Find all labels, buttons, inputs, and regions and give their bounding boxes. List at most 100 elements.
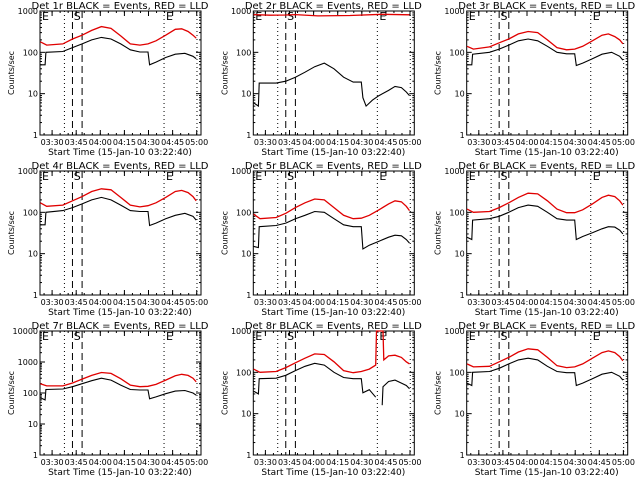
eclipse-marker-end: E [166, 170, 173, 183]
plot-frame [39, 330, 202, 456]
y-axis-title: Counts/sec [434, 211, 443, 255]
x-axis-title: Start Time (15-Jan-10 03:22:40) [261, 308, 405, 318]
plot-frame [466, 330, 629, 456]
x-tick-label: 03:30 [41, 138, 64, 147]
y-tick-label: 100 [236, 208, 251, 217]
lld-series-line [466, 192, 624, 214]
eclipse-marker-end: E [593, 330, 600, 343]
x-tick-label: 03:45 [65, 298, 88, 307]
saa-marker: S [500, 10, 507, 23]
x-tick-label: 05:00 [612, 458, 635, 467]
panel-title: Det 7r BLACK = Events, RED = LLD [32, 321, 209, 332]
saa-marker: S [500, 330, 507, 343]
x-tick-label: 04:30 [350, 138, 373, 147]
lld-series-line [253, 198, 411, 220]
eclipse-marker-end: E [166, 330, 173, 343]
panel-det-4: Det 4r BLACK = Events, RED = LLD 1 10 100 10… [7, 161, 209, 318]
x-tick-label: 04:15 [326, 458, 349, 467]
x-tick-label: 03:30 [41, 298, 64, 307]
x-tick-label: 04:15 [113, 298, 136, 307]
eclipse-marker-start: E [255, 170, 262, 183]
eclipse-marker-end: E [379, 10, 386, 23]
saa-marker: S [287, 10, 294, 23]
x-tick-label: 03:45 [491, 298, 514, 307]
y-axis-title: Counts/sec [220, 51, 229, 95]
x-tick-label: 04:30 [564, 298, 587, 307]
y-tick-label: 1 [33, 291, 38, 300]
events-series-line [466, 204, 624, 241]
eclipse-marker-start: E [42, 170, 49, 183]
lld-series-line [466, 348, 624, 369]
x-tick-label: 04:15 [113, 458, 136, 467]
y-axis-title: Counts/sec [7, 211, 16, 255]
y-tick-label: 10 [28, 90, 38, 99]
y-tick-label: 1000 [444, 7, 464, 16]
saa-marker: S [74, 170, 81, 183]
events-series-line [40, 377, 197, 401]
y-axis-title: Counts/sec [7, 51, 16, 95]
eclipse-marker-start: E [42, 10, 49, 23]
x-tick-label: 04:15 [113, 138, 136, 147]
saa-marker: S [287, 170, 294, 183]
x-tick-label: 05:00 [185, 138, 208, 147]
panel-title: Det 6r BLACK = Events, RED = LLD [458, 161, 635, 172]
y-tick-label: 1000 [18, 167, 38, 176]
plot-frame [466, 170, 629, 296]
x-tick-label: 03:30 [467, 138, 490, 147]
x-axis-title: Start Time (15-Jan-10 03:22:40) [261, 148, 405, 158]
x-tick-label: 05:00 [398, 298, 421, 307]
events-series-line [40, 196, 197, 227]
y-tick-label: 1000 [231, 7, 251, 16]
x-tick-label: 04:15 [540, 298, 563, 307]
x-tick-label: 04:30 [350, 298, 373, 307]
y-tick-label: 10 [241, 90, 251, 99]
y-tick-label: 100 [449, 368, 464, 377]
y-tick-label: 1000 [231, 327, 251, 336]
x-tick-label: 04:30 [137, 298, 160, 307]
x-tick-label: 04:45 [161, 298, 184, 307]
events-series-line [253, 362, 410, 406]
y-tick-label: 1000 [231, 167, 251, 176]
x-tick-label: 04:45 [588, 458, 611, 467]
x-tick-label: 04:30 [564, 138, 587, 147]
plot-frame [252, 330, 415, 456]
saa-marker: S [74, 10, 81, 23]
x-tick-label: 04:00 [89, 138, 112, 147]
y-tick-label: 10000 [13, 327, 38, 336]
x-axis-title: Start Time (15-Jan-10 03:22:40) [48, 468, 192, 478]
x-tick-label: 04:30 [137, 138, 160, 147]
saa-marker: S [287, 330, 294, 343]
y-tick-label: 100 [236, 48, 251, 57]
y-axis-title: Counts/sec [434, 51, 443, 95]
y-tick-label: 1 [460, 131, 465, 140]
x-tick-label: 03:30 [254, 138, 277, 147]
x-tick-label: 04:00 [515, 458, 538, 467]
x-tick-label: 03:45 [278, 458, 301, 467]
lld-series-line [466, 30, 624, 51]
panel-det-6: Det 6r BLACK = Events, RED = LLD 1 10 100 10… [434, 161, 636, 318]
panel-det-8: Det 8r BLACK = Events, RED = LLD 1 10 100 10… [220, 321, 422, 478]
x-axis-title: Start Time (15-Jan-10 03:22:40) [475, 468, 619, 478]
x-tick-label: 04:45 [588, 138, 611, 147]
x-axis-title: Start Time (15-Jan-10 03:22:40) [48, 308, 192, 318]
x-tick-label: 03:30 [467, 458, 490, 467]
y-tick-label: 1000 [18, 7, 38, 16]
panel-title: Det 2r BLACK = Events, RED = LLD [245, 1, 422, 12]
x-tick-label: 04:00 [89, 298, 112, 307]
eclipse-marker-start: E [469, 170, 476, 183]
y-tick-label: 1 [33, 131, 38, 140]
eclipse-marker-start: E [255, 330, 262, 343]
lld-series-line [253, 330, 410, 374]
y-tick-label: 1 [460, 451, 465, 460]
panel-det-7: Det 7r BLACK = Events, RED = LLD 1 10 100 10… [7, 321, 209, 478]
y-tick-label: 1 [246, 131, 251, 140]
x-tick-label: 05:00 [398, 458, 421, 467]
plot-frame [252, 170, 415, 296]
y-axis-title: Counts/sec [220, 371, 229, 415]
eclipse-marker-start: E [469, 330, 476, 343]
panel-title: Det 4r BLACK = Events, RED = LLD [32, 161, 209, 172]
eclipse-marker-end: E [379, 170, 386, 183]
plot-frame [252, 10, 415, 136]
x-tick-label: 04:45 [161, 138, 184, 147]
x-tick-label: 04:45 [374, 138, 397, 147]
